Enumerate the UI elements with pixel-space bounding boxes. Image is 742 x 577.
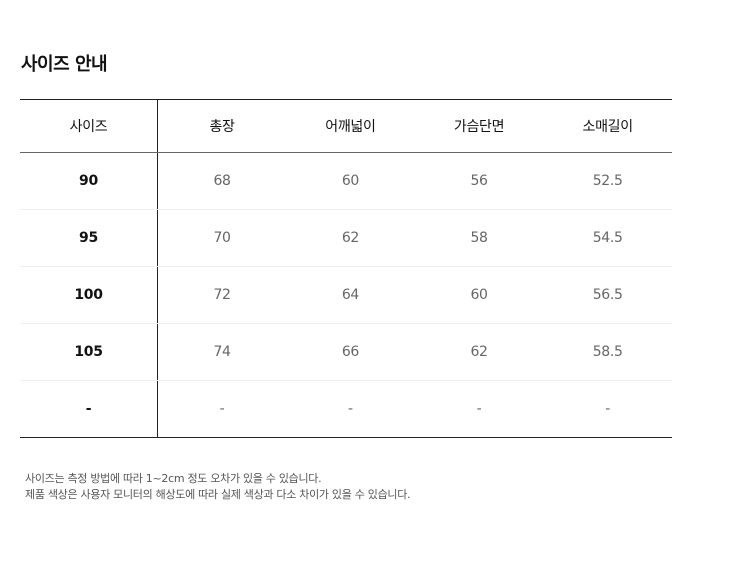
sleeve-length-cell: 56.5	[543, 266, 672, 324]
header-sleeve-length: 소매길이	[543, 99, 672, 153]
table-header-row: 사이즈 총장 어깨넓이 가슴단면 소매길이	[20, 99, 672, 153]
size-cell: -	[20, 380, 158, 438]
sleeve-length-cell: -	[605, 401, 611, 417]
chest-width-cell: 62	[414, 323, 544, 381]
header-size: 사이즈	[20, 99, 158, 153]
size-cell: 90	[20, 152, 158, 210]
total-length-cell: 68	[157, 152, 287, 210]
table-row: 105 74 66 62 58.5	[20, 323, 672, 381]
table-row: 100 72 64 60 56.5	[20, 266, 672, 324]
table-row: 90 68 60 56 52.5	[20, 152, 672, 210]
size-notes: 사이즈는 측정 방법에 따라 1~2cm 정도 오차가 있을 수 있습니다. 제…	[25, 471, 411, 503]
sleeve-length-cell: 54.5	[543, 209, 672, 267]
shoulder-width-cell: 60	[286, 152, 415, 210]
chest-width-cell: -	[476, 401, 482, 417]
table-row: 95 70 62 58 54.5	[20, 209, 672, 267]
header-total-length: 총장	[157, 99, 287, 153]
measurement-note: 사이즈는 측정 방법에 따라 1~2cm 정도 오차가 있을 수 있습니다.	[25, 472, 322, 485]
chest-width-cell: 58	[414, 209, 544, 267]
total-length-cell: 72	[157, 266, 287, 324]
size-cell: 105	[20, 323, 158, 381]
total-length-cell: 74	[157, 323, 287, 381]
total-length-cell: -	[219, 401, 225, 417]
total-length-cell: 70	[157, 209, 287, 267]
shoulder-width-cell: 64	[286, 266, 415, 324]
table-row: - - - - -	[20, 380, 672, 438]
sleeve-length-cell: 52.5	[543, 152, 672, 210]
size-table: 사이즈 총장 어깨넓이 가슴단면 소매길이 90 68 60 56 52.5 9…	[20, 99, 672, 438]
shoulder-width-cell: -	[348, 401, 353, 417]
header-shoulder-width: 어깨넓이	[286, 99, 415, 153]
sleeve-length-cell: 58.5	[543, 323, 672, 381]
header-chest-width: 가슴단면	[414, 99, 544, 153]
shoulder-width-cell: 62	[286, 209, 415, 267]
color-note: 제품 색상은 사용자 모니터의 해상도에 따라 실제 색상과 다소 차이가 있을…	[25, 488, 411, 501]
shoulder-width-cell: 66	[286, 323, 415, 381]
chest-width-cell: 56	[414, 152, 544, 210]
chest-width-cell: 60	[414, 266, 544, 324]
size-cell: 95	[20, 209, 158, 267]
page-title: 사이즈 안내	[21, 54, 108, 75]
size-cell: 100	[20, 266, 158, 324]
